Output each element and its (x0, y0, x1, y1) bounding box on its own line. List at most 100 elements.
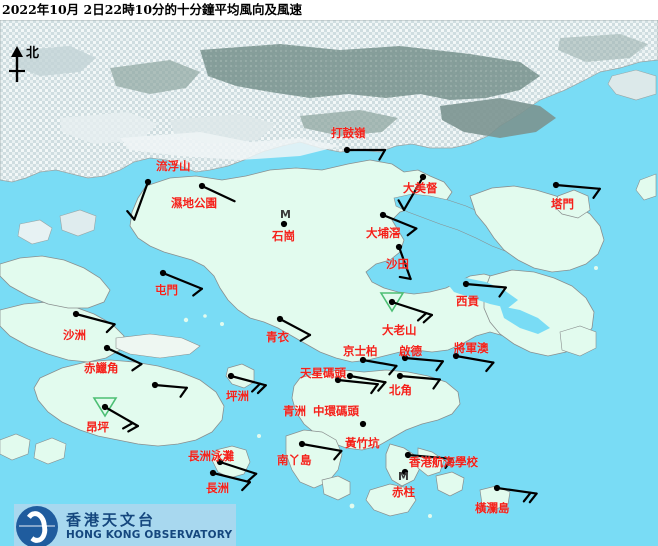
wind-station[interactable] (198, 182, 236, 203)
wind-station[interactable] (552, 181, 601, 199)
wind-station[interactable] (298, 440, 343, 461)
station-dot[interactable] (379, 211, 387, 219)
station-dot[interactable] (198, 182, 206, 190)
wind-station[interactable] (395, 243, 412, 281)
station-label: 北角 (389, 383, 412, 397)
wind-station[interactable] (151, 381, 188, 398)
station-dot[interactable] (401, 468, 409, 476)
wind-barb-feather (435, 360, 444, 372)
wind-station[interactable] (159, 269, 204, 297)
station-dot[interactable] (401, 354, 409, 362)
station-label: 橫瀾島 (475, 501, 510, 515)
station-label: 屯門 (155, 283, 178, 297)
station-label: 赤柱 (392, 485, 415, 499)
station-dot[interactable] (493, 484, 501, 492)
wind-station[interactable] (276, 315, 312, 342)
station-dot[interactable] (346, 372, 354, 380)
wind-station[interactable] (280, 220, 288, 228)
wind-barb-shaft (300, 442, 343, 453)
wind-barb-feather (299, 333, 312, 342)
station-label: 大埔滘 (366, 226, 401, 240)
wind-station[interactable] (359, 356, 398, 376)
station-label: 天星碼頭 (300, 366, 346, 380)
station-dot[interactable] (280, 220, 288, 228)
wind-barb-feather (246, 472, 258, 483)
wind-station[interactable] (334, 376, 379, 395)
wind-barb-shaft (211, 471, 251, 484)
station-dot[interactable] (343, 146, 351, 154)
wind-barb-feather (256, 384, 267, 395)
station-label: 大美督 (403, 181, 438, 195)
minute-mean-marker: M (398, 470, 409, 483)
wind-station[interactable] (359, 420, 367, 428)
station-label: 流浮山 (156, 159, 191, 173)
station-dot[interactable] (101, 403, 109, 411)
wind-barb-feather (241, 481, 251, 492)
wind-station[interactable] (397, 173, 427, 212)
wind-barb-feather (498, 286, 507, 298)
station-label: 青衣 (266, 330, 289, 344)
wind-station[interactable] (462, 280, 507, 298)
station-dot[interactable] (216, 458, 224, 466)
wind-station[interactable] (379, 211, 418, 237)
station-dot[interactable] (276, 315, 284, 323)
wind-station[interactable] (103, 344, 143, 372)
wind-station[interactable] (227, 372, 267, 395)
wind-barb-shaft (403, 356, 444, 363)
station-dot[interactable] (227, 372, 235, 380)
wind-station[interactable] (379, 292, 434, 324)
gale-triangle-marker (379, 292, 405, 313)
station-dot[interactable] (419, 173, 427, 181)
station-dot[interactable] (209, 469, 217, 477)
wind-station[interactable] (493, 484, 538, 504)
wind-barb-feather (333, 449, 343, 461)
wind-station[interactable] (92, 397, 140, 433)
station-dot[interactable] (388, 298, 396, 306)
station-label: 青洲 (283, 404, 306, 418)
wind-barb-shaft (133, 180, 150, 221)
station-dot[interactable] (72, 310, 80, 318)
wind-station[interactable] (404, 451, 453, 469)
wind-station[interactable] (216, 458, 258, 483)
station-dot[interactable] (151, 381, 159, 389)
wind-station[interactable] (401, 354, 444, 372)
wind-station[interactable] (346, 372, 387, 392)
station-dot[interactable] (396, 372, 404, 380)
station-dot[interactable] (144, 178, 152, 186)
wind-barb-layer (72, 146, 601, 504)
station-dot[interactable] (359, 356, 367, 364)
hko-logo: 香港天文台 HONG KONG OBSERVATORY (14, 504, 236, 546)
wind-station[interactable] (209, 469, 251, 492)
wind-barb-feather (397, 199, 406, 212)
map-canvas[interactable]: 打鼓嶺 流浮山 濕地公園 石崗 M 大美督 大埔滘 沙田 塔門 屯門 沙洲 赤鱲角 昂坪 坪洲 青衣 青洲 大老… (0, 20, 658, 546)
wind-barb-feather (251, 382, 262, 393)
station-label: 赤鱲角 (84, 361, 119, 375)
wind-barb-feather (388, 364, 398, 376)
station-dot[interactable] (462, 280, 470, 288)
wind-barb-shaft (105, 346, 143, 366)
station-dot[interactable] (359, 420, 367, 428)
station-label: 大老山 (382, 323, 417, 337)
station-dot[interactable] (395, 243, 403, 251)
station-dot[interactable] (404, 451, 412, 459)
station-label: 南丫島 (277, 453, 312, 467)
wind-barb-feather (522, 491, 532, 503)
station-dot[interactable] (452, 352, 460, 360)
wind-barb-shaft (200, 184, 236, 203)
wind-station[interactable] (452, 352, 495, 373)
station-dot[interactable] (552, 181, 560, 189)
station-label: 濕地公園 (171, 196, 217, 210)
station-dot[interactable] (159, 269, 167, 277)
wind-station[interactable] (396, 372, 441, 390)
station-dot[interactable] (298, 440, 306, 448)
wind-barb-feather (179, 386, 188, 398)
wind-station[interactable] (401, 468, 409, 476)
wind-barb-feather (444, 457, 453, 469)
station-dot[interactable] (334, 376, 342, 384)
wind-barb-feather (398, 275, 412, 281)
wind-station[interactable] (343, 146, 387, 161)
station-label: 石崗 (272, 229, 295, 243)
wind-station[interactable] (72, 310, 116, 334)
station-dot[interactable] (103, 344, 111, 352)
wind-station[interactable] (126, 178, 152, 221)
